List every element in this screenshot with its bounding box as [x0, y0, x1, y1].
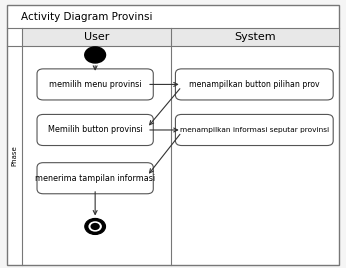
- FancyBboxPatch shape: [7, 5, 339, 265]
- FancyBboxPatch shape: [175, 114, 333, 146]
- Text: Activity Diagram Provinsi: Activity Diagram Provinsi: [21, 12, 152, 22]
- Circle shape: [89, 221, 102, 232]
- FancyBboxPatch shape: [37, 114, 153, 146]
- Text: System: System: [234, 32, 276, 42]
- FancyBboxPatch shape: [37, 163, 153, 194]
- Text: menerima tampilan informasi: menerima tampilan informasi: [35, 174, 155, 183]
- Circle shape: [85, 218, 106, 234]
- FancyBboxPatch shape: [22, 28, 171, 46]
- Text: User: User: [84, 32, 110, 42]
- FancyBboxPatch shape: [175, 69, 333, 100]
- Text: Memilih button provinsi: Memilih button provinsi: [48, 125, 143, 135]
- Text: Phase: Phase: [12, 145, 18, 166]
- Text: memilih menu provinsi: memilih menu provinsi: [49, 80, 142, 89]
- FancyBboxPatch shape: [37, 69, 153, 100]
- Text: menampilkan button pilihan prov: menampilkan button pilihan prov: [189, 80, 320, 89]
- Circle shape: [85, 47, 106, 63]
- Circle shape: [91, 223, 100, 230]
- FancyBboxPatch shape: [171, 28, 339, 46]
- Text: menampilkan informasi seputar provinsi: menampilkan informasi seputar provinsi: [180, 127, 329, 133]
